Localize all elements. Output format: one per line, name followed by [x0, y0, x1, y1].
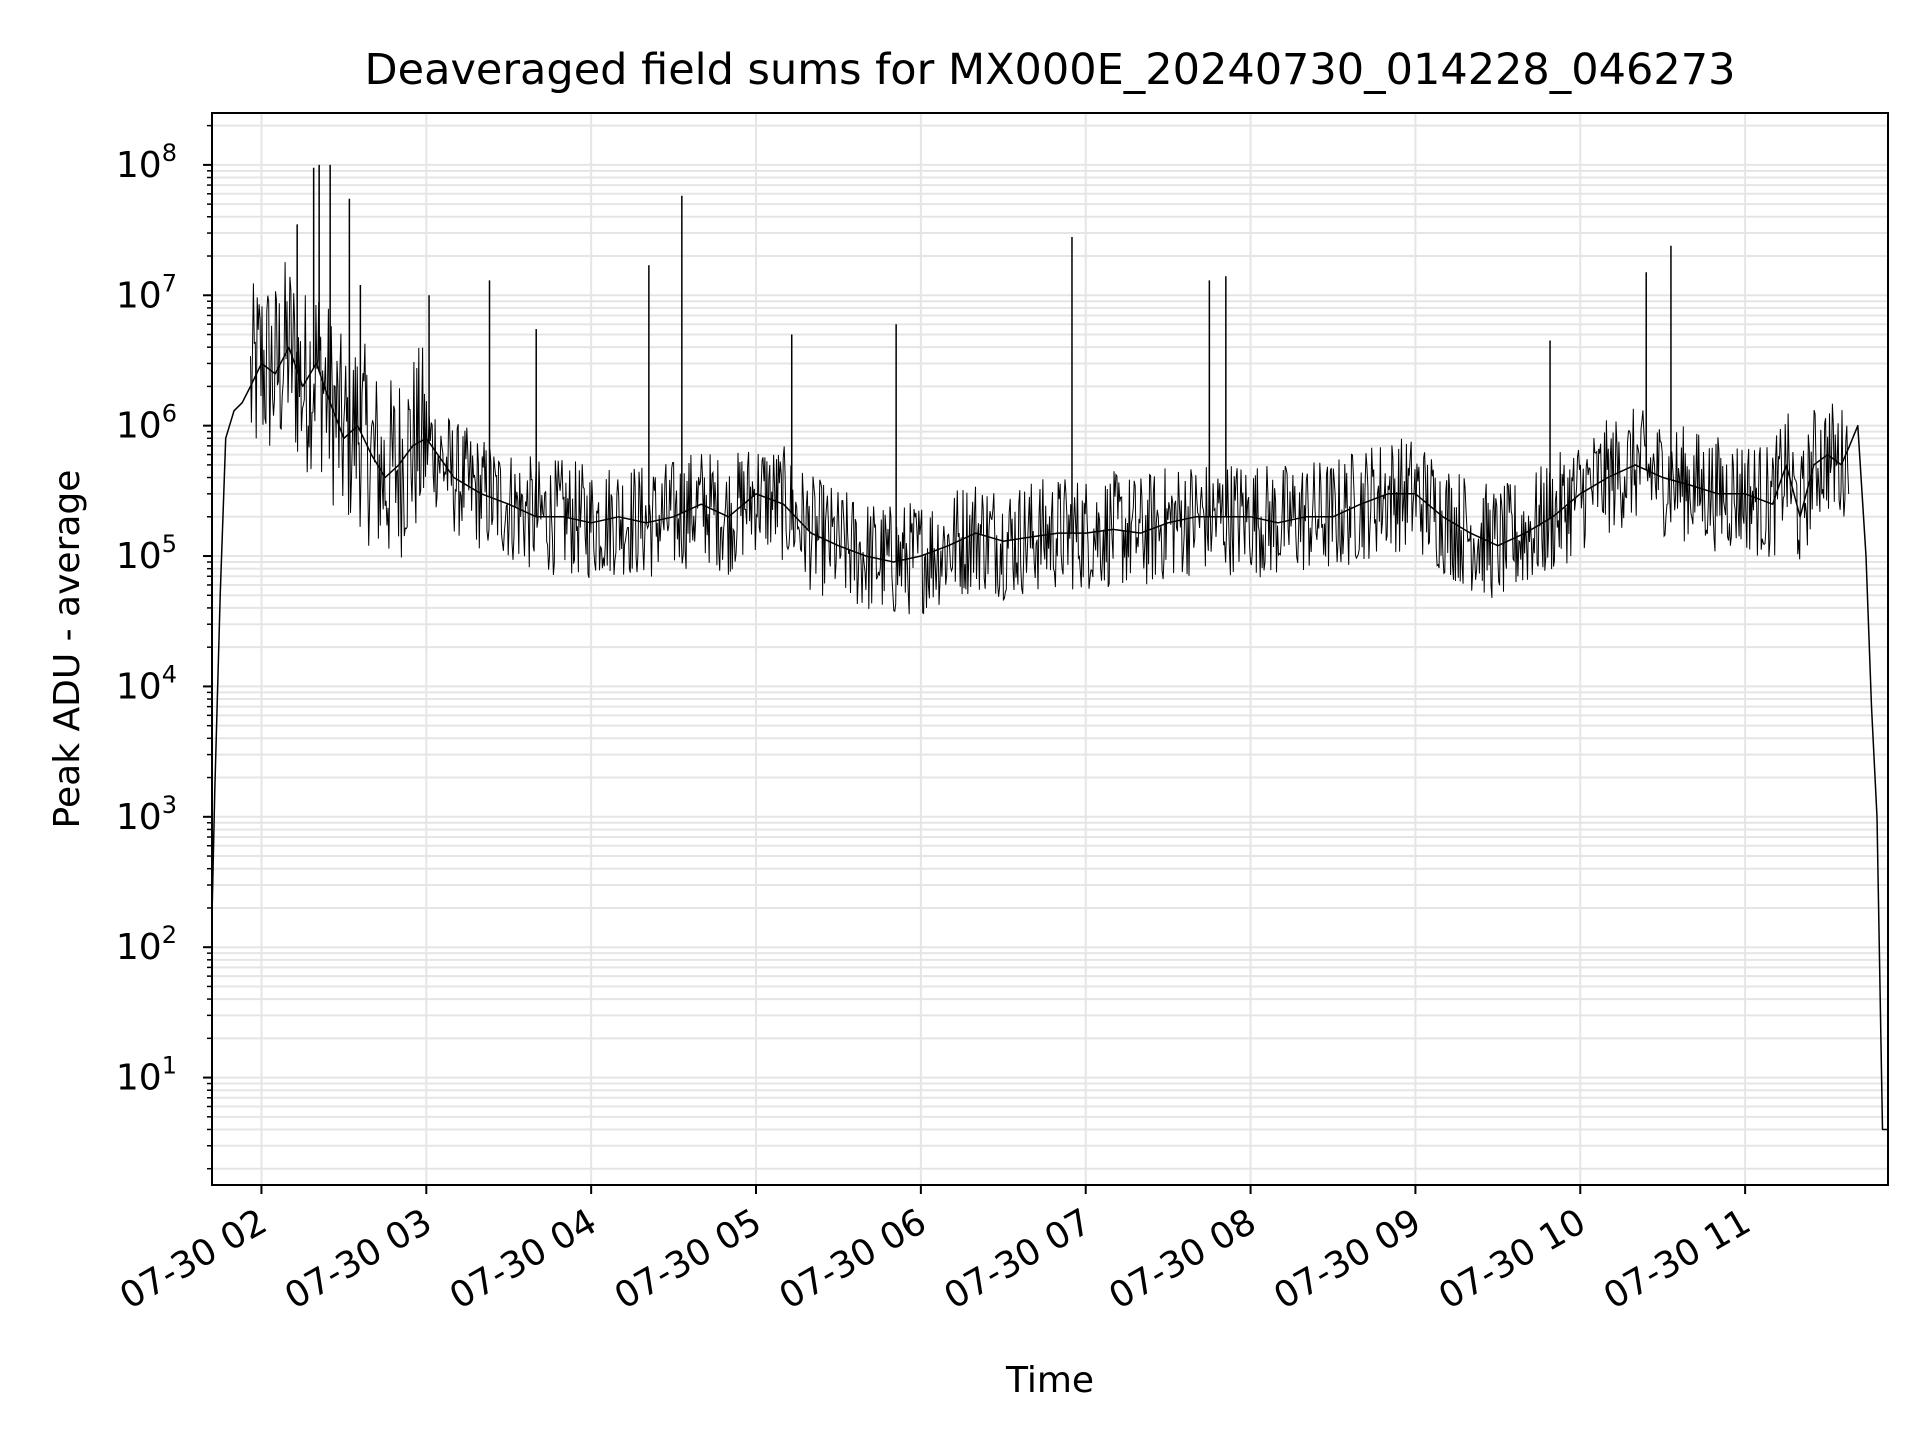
x-tick-label: 07-30 03	[278, 1201, 439, 1317]
y-tick-label: 107	[116, 269, 177, 316]
x-tick-label: 07-30 10	[1432, 1201, 1593, 1317]
plot-frame	[211, 112, 1889, 1186]
y-tick-label: 101	[116, 1052, 177, 1099]
major-gridlines	[212, 113, 1888, 1185]
y-tick-label: 108	[116, 139, 177, 186]
x-tick-label: 07-30 02	[113, 1201, 274, 1317]
y-tick-label: 104	[116, 660, 177, 707]
data-series	[211, 164, 1888, 1131]
y-tick-label: 103	[116, 791, 177, 838]
series-line	[211, 346, 1888, 1131]
x-axis-label: Time	[1005, 1360, 1094, 1401]
x-tick-label: 07-30 09	[1267, 1201, 1428, 1317]
x-tick-label: 07-30 11	[1597, 1201, 1758, 1317]
x-tick-label: 07-30 05	[608, 1201, 769, 1317]
chart-title: Deaveraged field sums for MX000E_2024073…	[365, 45, 1736, 95]
y-axis-ticks: 101 102 103 104 105 106 107 108	[116, 124, 212, 1170]
y-tick-label: 106	[116, 400, 177, 447]
minor-gridlines	[212, 124, 1888, 1170]
x-axis-ticks: 07-30 02 07-30 03 07-30 04 07-30 05 07-30 06…	[113, 1185, 1758, 1318]
x-tick-label: 07-30 04	[443, 1201, 604, 1317]
series-noise-trace	[250, 262, 1850, 615]
x-tick-label: 07-30 08	[1102, 1201, 1263, 1317]
x-tick-label: 07-30 07	[938, 1201, 1099, 1317]
y-tick-label: 105	[116, 530, 177, 577]
y-axis-label: Peak ADU - average	[47, 470, 88, 829]
x-tick-label: 07-30 06	[773, 1201, 934, 1317]
y-tick-label: 102	[116, 921, 177, 968]
